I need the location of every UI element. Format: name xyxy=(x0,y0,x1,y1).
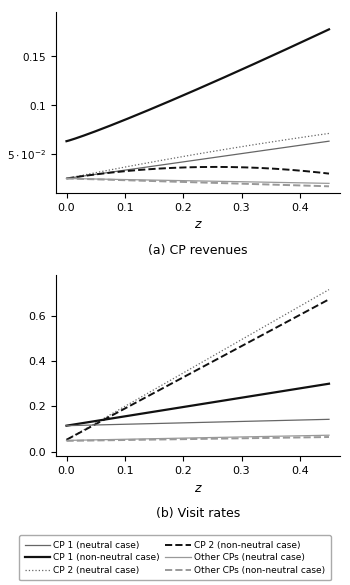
Text: (a) CP revenues: (a) CP revenues xyxy=(148,244,247,257)
Text: (b) Visit rates: (b) Visit rates xyxy=(156,507,240,520)
X-axis label: z: z xyxy=(195,481,201,494)
Legend: CP 1 (neutral case), CP 1 (non-neutral case), CP 2 (neutral case), CP 2 (non-neu: CP 1 (neutral case), CP 1 (non-neutral c… xyxy=(19,535,331,580)
X-axis label: z: z xyxy=(195,218,201,232)
